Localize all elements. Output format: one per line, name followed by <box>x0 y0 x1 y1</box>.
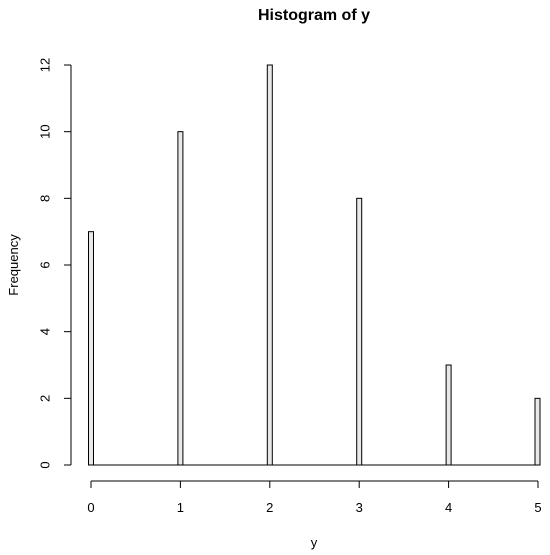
bar <box>266 64 273 466</box>
y-tick-label: 12 <box>37 58 52 72</box>
x-tick-label: 0 <box>87 500 94 515</box>
y-tick-label: 4 <box>37 328 52 335</box>
bars-group <box>88 64 541 466</box>
bar <box>445 364 452 466</box>
y-tick-label: 10 <box>37 124 52 138</box>
bar <box>534 397 541 466</box>
y-tick-label: 6 <box>37 261 52 268</box>
x-tick-label: 2 <box>266 500 273 515</box>
y-tick-label: 2 <box>37 395 52 402</box>
x-tick-label: 3 <box>356 500 363 515</box>
y-axis: 0 2 4 6 8 10 12 <box>37 58 72 469</box>
x-tick-label: 4 <box>445 500 452 515</box>
x-axis: 0 1 2 3 4 5 <box>87 480 542 515</box>
bar <box>88 231 94 466</box>
bar <box>356 197 363 466</box>
chart-title: Histogram of y <box>258 7 370 24</box>
y-tick-label: 8 <box>37 195 52 202</box>
x-tick-label: 1 <box>177 500 184 515</box>
y-tick-label: 0 <box>37 461 52 468</box>
x-axis-label: y <box>311 535 318 550</box>
y-axis-label: Frequency <box>6 234 21 296</box>
bar <box>177 131 184 466</box>
x-tick-label: 5 <box>534 500 541 515</box>
